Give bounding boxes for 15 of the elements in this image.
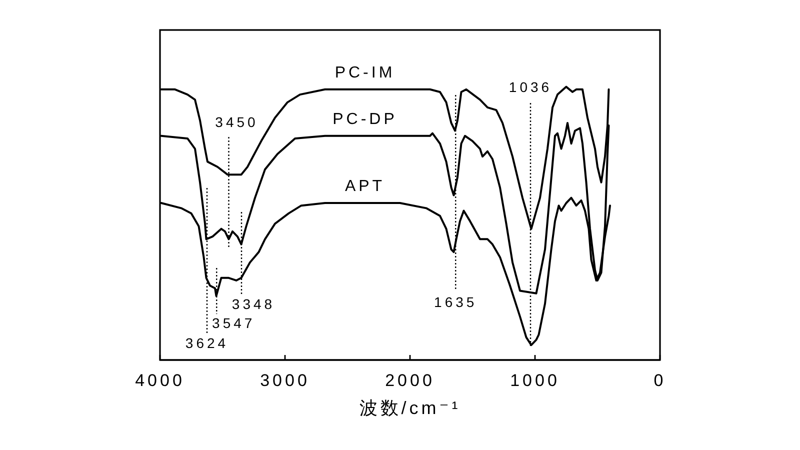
ref-line-label: 1635 <box>434 294 478 310</box>
x-tick-label: 2000 <box>385 371 435 390</box>
x-axis-title: 波数/cm⁻¹ <box>359 398 461 418</box>
x-tick-label: 3000 <box>260 371 310 390</box>
ref-line-label: 1036 <box>508 79 552 95</box>
x-tick-label: 1000 <box>510 371 560 390</box>
series-label: PC-DP <box>332 110 398 128</box>
series-label: APT <box>344 178 386 195</box>
ref-line-label: 3348 <box>232 296 276 312</box>
ref-line-label: 3450 <box>215 114 258 130</box>
ref-line-label: 3547 <box>212 315 256 331</box>
ref-line-label: 3624 <box>185 335 229 351</box>
x-tick-label: 4000 <box>135 371 185 390</box>
x-tick-label: 0 <box>654 371 666 390</box>
series-label: PC-IM <box>334 64 396 81</box>
